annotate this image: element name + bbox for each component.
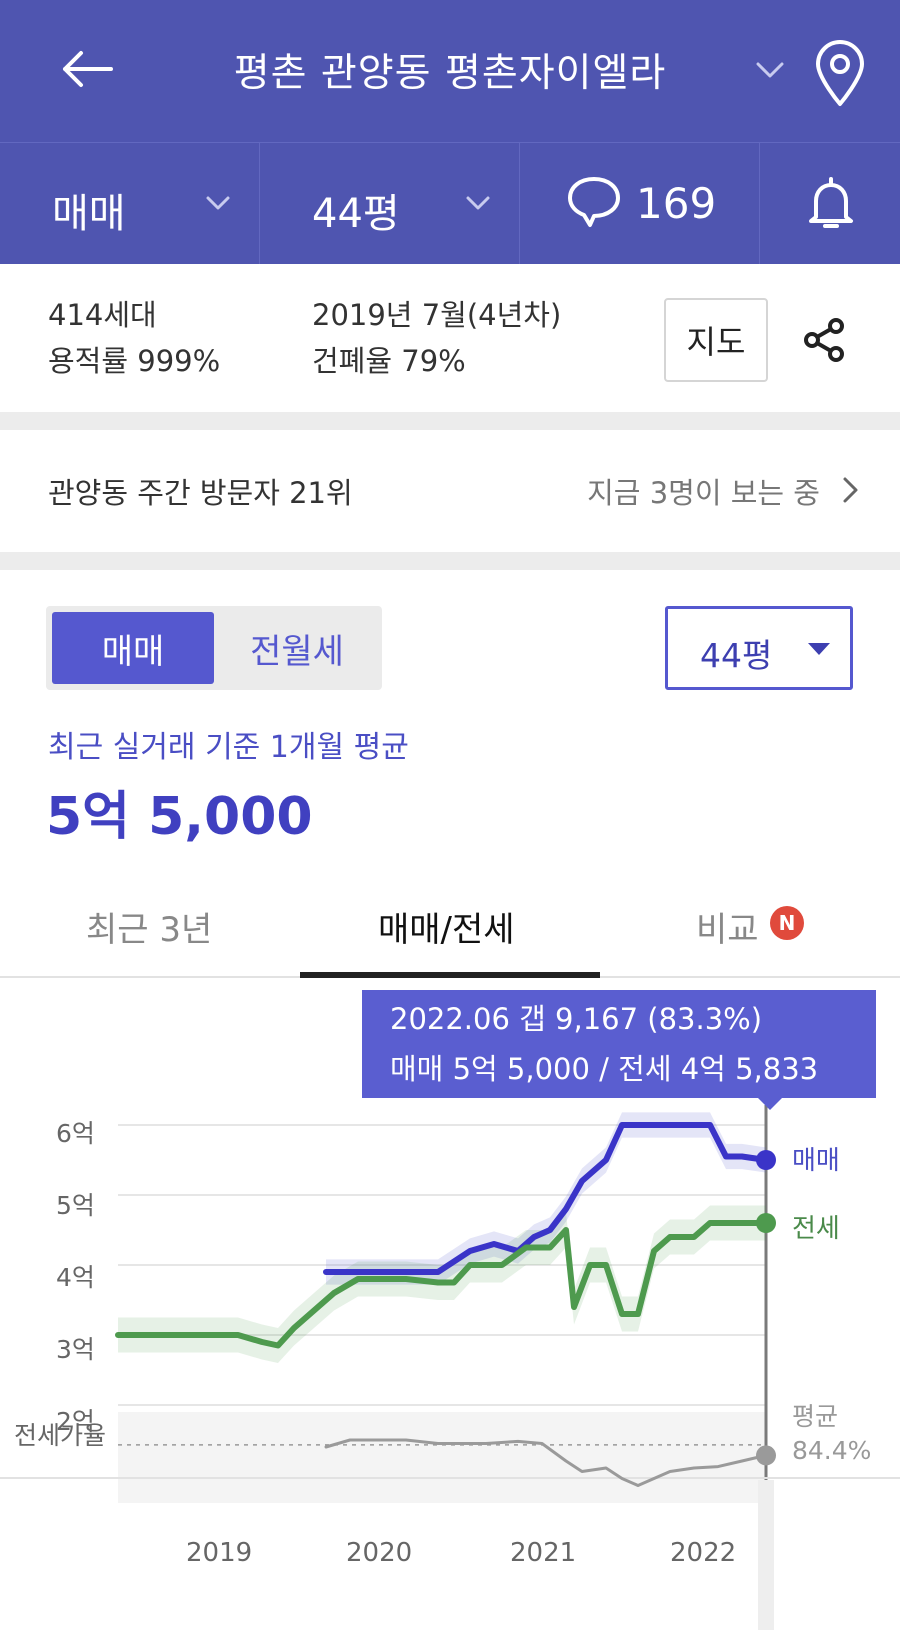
section-divider: [0, 552, 900, 570]
x-tick-label: 2021: [510, 1538, 577, 1568]
average-label: 평균: [792, 1402, 839, 1431]
new-badge: N: [770, 906, 804, 940]
tab-recent-3y[interactable]: 최근 3년: [86, 910, 213, 950]
complex-info: 414세대 용적률 999% 2019년 7월(4년차) 건폐율 79% 지도: [0, 264, 900, 412]
chart-tabs: 최근 3년 매매/전세 비교 N: [0, 880, 900, 978]
share-icon[interactable]: [800, 316, 848, 364]
sale-price-line: [323, 1122, 769, 1275]
chevron-down-icon[interactable]: [752, 52, 788, 88]
size-dropdown[interactable]: 44평: [259, 143, 519, 265]
y-tick-label: 6억: [56, 1119, 95, 1148]
y-tick-label: 5억: [56, 1191, 95, 1220]
chevron-down-icon: [466, 196, 490, 210]
arrow-left-icon: [63, 51, 113, 87]
jeonse-price-line: [115, 1220, 769, 1349]
x-tick-label: 2019: [186, 1538, 253, 1568]
size-select[interactable]: 44평: [665, 606, 853, 690]
trade-segment-control: 매매 전월세: [46, 606, 382, 690]
jeonse-price-end-point: [756, 1213, 776, 1233]
chevron-down-icon: [206, 196, 230, 210]
map-pin-icon[interactable]: [812, 38, 868, 108]
jeonse-ratio-end-point: [756, 1445, 776, 1466]
comment-count: 169: [636, 179, 717, 228]
built-date: 2019년 7월(4년차): [312, 298, 562, 332]
section-divider: [0, 412, 900, 430]
price-value: 5억 5,000: [46, 787, 313, 847]
chart-canvas: [0, 1105, 900, 1630]
ratio-band: [118, 1412, 766, 1503]
segment-sale[interactable]: 매매: [52, 612, 214, 684]
tooltip-line-2: 매매 5억 5,000 / 전세 4억 5,833: [390, 1052, 819, 1086]
ratio-axis-label: 전세가율: [14, 1421, 107, 1450]
map-button[interactable]: 지도: [664, 298, 768, 382]
filter-bar: 매매 44평 169: [0, 142, 900, 265]
speech-bubble-icon: [568, 177, 620, 227]
sale-price-end-point: [756, 1150, 776, 1170]
complex-info-left: 414세대 용적률 999%: [48, 292, 220, 384]
tooltip-tail: [758, 1098, 782, 1110]
legend-average: 평균 84.4%: [792, 1400, 871, 1468]
jeonse-ratio-line: [324, 1438, 768, 1487]
legend-sale: 매매: [792, 1146, 840, 1176]
active-tab-indicator: [300, 972, 600, 978]
visitor-rank: 관양동 주간 방문자 21위: [48, 476, 353, 510]
price-caption: 최근 실거래 기준 1개월 평균: [48, 730, 409, 765]
coverage-ratio: 건폐율 79%: [312, 344, 466, 378]
top-bar: 평촌 관양동 평촌자이엘라: [0, 0, 900, 142]
complex-info-mid: 2019년 7월(4년차) 건폐율 79%: [312, 292, 561, 384]
floor-area-ratio: 용적률 999%: [48, 344, 221, 378]
bell-icon: [809, 177, 853, 228]
caret-down-icon: [808, 643, 830, 655]
segment-rent[interactable]: 전월세: [250, 631, 344, 672]
now-watching: 지금 3명이 보는 중: [587, 476, 820, 510]
x-tick-label: 2022: [670, 1538, 737, 1568]
size-select-label: 44평: [700, 636, 773, 675]
page-title[interactable]: 평촌 관양동 평촌자이엘라: [233, 51, 667, 96]
tab-compare[interactable]: 비교: [696, 910, 759, 950]
y-tick-label: 4억: [56, 1263, 95, 1292]
legend-jeonse: 전세: [792, 1214, 840, 1244]
y-tick-label: 3억: [56, 1335, 95, 1364]
average-value: 84.4%: [792, 1436, 872, 1465]
visitor-row[interactable]: 관양동 주간 방문자 21위 지금 3명이 보는 중: [0, 430, 900, 552]
chevron-right-icon: [843, 477, 858, 503]
tab-sale-jeonse[interactable]: 매매/전세: [378, 910, 515, 950]
back-button[interactable]: [52, 34, 122, 104]
cursor-track: [758, 1480, 774, 1630]
household-count: 414세대: [48, 298, 157, 332]
x-tick-label: 2020: [346, 1538, 413, 1568]
comments-button[interactable]: 169: [519, 143, 759, 265]
chart-tooltip: 2022.06 갭 9,167 (83.3%) 매매 5억 5,000 / 전세…: [362, 990, 876, 1098]
sale-range-band: [326, 1112, 766, 1285]
trade-type-dropdown[interactable]: 매매: [0, 143, 259, 265]
trade-type-label: 매매: [52, 191, 126, 237]
size-label: 44평: [312, 191, 400, 237]
price-chart[interactable]: 2022.06 갭 9,167 (83.3%) 매매 5억 5,000 / 전세…: [0, 980, 900, 1638]
notification-button[interactable]: [759, 143, 900, 265]
y-tick-label: 2억: [56, 1407, 95, 1436]
tooltip-line-1: 2022.06 갭 9,167 (83.3%): [390, 1002, 763, 1036]
